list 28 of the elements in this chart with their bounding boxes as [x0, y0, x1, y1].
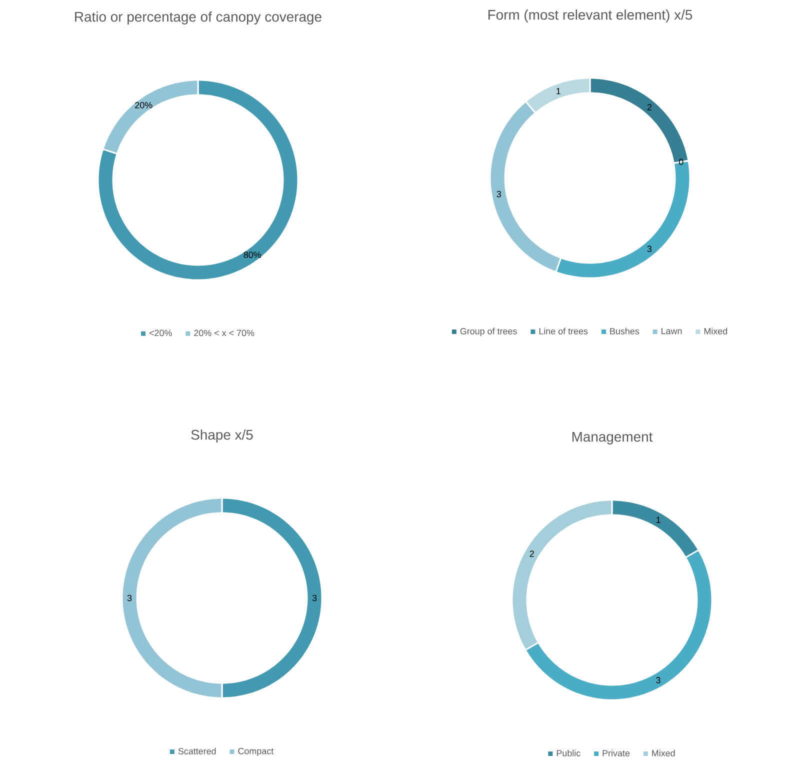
chart-title: Management [572, 432, 653, 444]
legend-label: Mixed [704, 328, 728, 334]
chart-title: Ratio or percentage of canopy coverage [75, 12, 322, 24]
data-label: 20% [135, 102, 152, 108]
data-label: 80% [244, 252, 262, 258]
legend-label: 20% < x < 70% [194, 330, 254, 336]
data-label: 3 [312, 594, 317, 602]
data-label: 3 [496, 190, 502, 198]
data-label: 3 [656, 676, 660, 684]
legend-label: Group of trees [460, 328, 517, 336]
data-label: 2 [530, 550, 534, 557]
data-label: 2 [647, 104, 652, 110]
data-label: 3 [647, 246, 652, 252]
legend-label: Scattered [178, 748, 216, 754]
data-label: 1 [656, 516, 660, 523]
legend-label: Mixed [652, 750, 675, 756]
legend-label: Private [602, 750, 630, 756]
data-label: 3 [127, 594, 132, 602]
data-label: 1 [556, 88, 560, 94]
legend-label: Compact [238, 748, 274, 756]
legend-label: Line of trees [539, 328, 588, 334]
legend-label: Bushes [610, 328, 640, 334]
chart-title: Form (most relevant element) x/5 [488, 10, 692, 23]
legend-label: <20% [149, 330, 172, 336]
legend-label: Lawn [662, 328, 682, 334]
chart-title: Shape x/5 [191, 429, 253, 442]
legend-label: Public [556, 750, 580, 756]
text: 0 [678, 158, 684, 166]
